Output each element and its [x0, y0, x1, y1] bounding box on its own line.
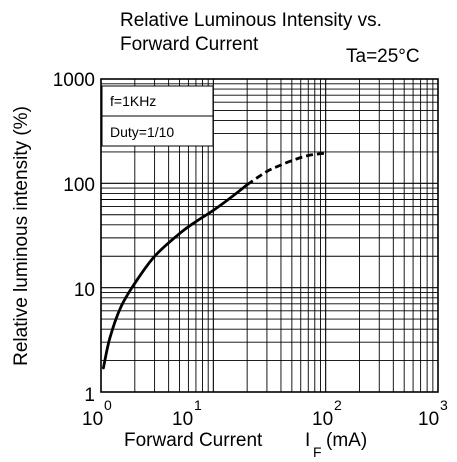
plot-frame: [100, 78, 439, 393]
annotation-duty: Duty=1/10: [110, 124, 174, 140]
x-tick-label-10e2: 10 2: [312, 397, 342, 430]
chart-title-line2: Forward Current: [120, 34, 259, 55]
x-tick-label-10e3: 10 3: [418, 397, 448, 430]
y-tick-label-100: 100: [63, 175, 95, 196]
x-axis-subscript: F: [313, 444, 322, 460]
annotation-box: f=1KHz Duty=1/10: [101, 85, 214, 147]
annotation-frequency: f=1KHz: [110, 93, 156, 109]
svg-text:1: 1: [194, 397, 202, 413]
x-tick-label-10e0: 10 0: [82, 397, 112, 430]
svg-text:10: 10: [172, 409, 193, 430]
x-axis-unit: (mA): [326, 430, 367, 451]
series-solid-line: [102, 183, 249, 370]
y-tick-label-1000: 1000: [53, 70, 95, 91]
y-axis-label: Relative luminous intensity (%): [11, 106, 32, 366]
svg-text:10: 10: [312, 409, 333, 430]
svg-text:0: 0: [104, 397, 112, 413]
x-axis-label: Forward Current: [124, 430, 263, 451]
condition-label: Ta=25°C: [346, 46, 420, 67]
x-tick-label-10e1: 10 1: [172, 397, 202, 430]
chart-title-line1: Relative Luminous Intensity vs.: [120, 10, 382, 31]
y-tick-label-1: 1: [84, 385, 95, 406]
svg-text:2: 2: [334, 397, 342, 413]
svg-text:3: 3: [440, 397, 448, 413]
y-tick-label-10: 10: [74, 280, 95, 301]
series-dashed-line: [246, 151, 326, 186]
x-axis-symbol: I: [305, 430, 310, 451]
svg-text:10: 10: [418, 409, 439, 430]
svg-text:10: 10: [82, 409, 103, 430]
